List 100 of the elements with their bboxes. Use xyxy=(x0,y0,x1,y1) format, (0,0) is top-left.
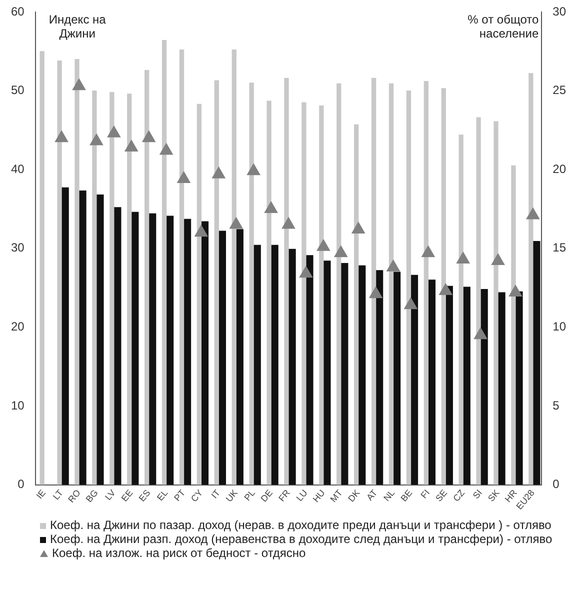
bar xyxy=(424,81,428,485)
point xyxy=(90,134,104,146)
y-tick-label: 40 xyxy=(10,162,25,176)
y-tick-label: 0 xyxy=(18,477,25,492)
y2-tick-label: 5 xyxy=(552,398,560,412)
x-tick-label: UK xyxy=(224,488,240,504)
bar xyxy=(232,49,236,485)
bar xyxy=(183,218,192,485)
y2-tick-label: 20 xyxy=(552,162,566,176)
bar xyxy=(532,240,540,485)
x-tick-label: RO xyxy=(66,488,82,505)
x-tick-label: EL xyxy=(154,488,170,503)
legend-label: Коеф. на Джини по пазар. доход (нерав. в доходите преди данъци и трансфери ) - отляво xyxy=(50,518,552,532)
point xyxy=(456,252,470,264)
x-tick-label: AT xyxy=(364,487,380,502)
bar xyxy=(61,187,69,485)
x-tick-label: DE xyxy=(258,488,274,504)
bar xyxy=(127,94,132,485)
legend-label: Коеф. на Джини разп. доход (неравенства в доходите след данъци и трансфери) - отляво xyxy=(50,532,552,546)
bar xyxy=(114,207,122,485)
bar xyxy=(270,244,278,485)
x-tick-label: SI xyxy=(470,488,484,501)
point xyxy=(107,126,120,138)
bar xyxy=(319,105,324,485)
point xyxy=(194,225,208,237)
y2-tick-label: 15 xyxy=(552,240,566,255)
bar xyxy=(144,70,150,485)
point xyxy=(264,202,278,214)
x-tick-label: SE xyxy=(434,488,450,504)
bar xyxy=(249,82,254,485)
point xyxy=(54,130,68,142)
bar xyxy=(57,60,62,485)
bar xyxy=(406,90,412,485)
bar xyxy=(253,244,261,485)
bar xyxy=(214,80,219,485)
y2-tick-label: 10 xyxy=(552,320,566,334)
bar xyxy=(498,292,506,485)
bar xyxy=(354,124,359,485)
bar xyxy=(284,78,289,485)
point xyxy=(474,328,488,340)
x-tick-label: PL xyxy=(242,488,258,503)
x-tick-label: CZ xyxy=(451,487,467,504)
x-tick-label: MT xyxy=(328,487,345,504)
bar xyxy=(336,83,342,485)
x-tick-label: HU xyxy=(310,488,327,504)
y2-tick-label: 30 xyxy=(552,4,566,18)
bar xyxy=(371,78,376,485)
x-tick-label: ES xyxy=(136,488,152,504)
point xyxy=(72,78,86,90)
bar xyxy=(74,58,80,485)
bar xyxy=(528,73,534,485)
bar xyxy=(323,260,331,485)
x-tick-label: DK xyxy=(346,488,362,504)
x-tick-label: NL xyxy=(382,488,397,503)
point xyxy=(230,217,243,229)
y-tick-label: 20 xyxy=(10,320,25,334)
x-tick-label: PT xyxy=(172,487,188,503)
point xyxy=(316,239,330,251)
bar xyxy=(166,216,174,485)
point xyxy=(439,283,452,295)
bar xyxy=(302,102,306,485)
point xyxy=(177,172,190,184)
bar xyxy=(515,291,523,485)
bar xyxy=(110,92,114,485)
y-tick-label: 60 xyxy=(10,4,25,18)
point xyxy=(386,260,400,272)
bar xyxy=(196,104,202,485)
point xyxy=(212,166,226,178)
bar xyxy=(96,194,104,485)
point xyxy=(508,285,522,297)
x-tick-label: LV xyxy=(103,488,118,502)
point xyxy=(334,246,348,258)
point xyxy=(142,130,156,142)
point xyxy=(491,254,505,266)
y2-tick-label: 0 xyxy=(552,477,560,492)
bar xyxy=(40,51,44,485)
bar xyxy=(511,165,516,485)
bar xyxy=(358,265,366,485)
bar xyxy=(388,83,394,485)
bar xyxy=(218,230,226,485)
point xyxy=(247,164,260,176)
point xyxy=(404,298,418,310)
x-tick-label: LT xyxy=(50,487,66,502)
bar xyxy=(179,49,184,485)
y-tick-label: 30 xyxy=(10,240,25,255)
point xyxy=(352,222,365,234)
y2-tick-label: 25 xyxy=(552,83,566,98)
bar xyxy=(92,90,97,485)
point xyxy=(526,208,540,220)
x-tick-label: LU xyxy=(294,488,310,503)
bar xyxy=(266,100,272,485)
bar xyxy=(441,88,446,485)
bar xyxy=(288,248,296,485)
legend-label: Коеф. на излож. на риск от бедност - отдясно xyxy=(52,546,306,560)
point xyxy=(369,286,382,298)
bar xyxy=(462,286,470,485)
point xyxy=(160,143,173,155)
x-tick-label: BE xyxy=(398,488,414,504)
x-tick-label: IT xyxy=(209,487,222,500)
bar xyxy=(428,280,436,485)
